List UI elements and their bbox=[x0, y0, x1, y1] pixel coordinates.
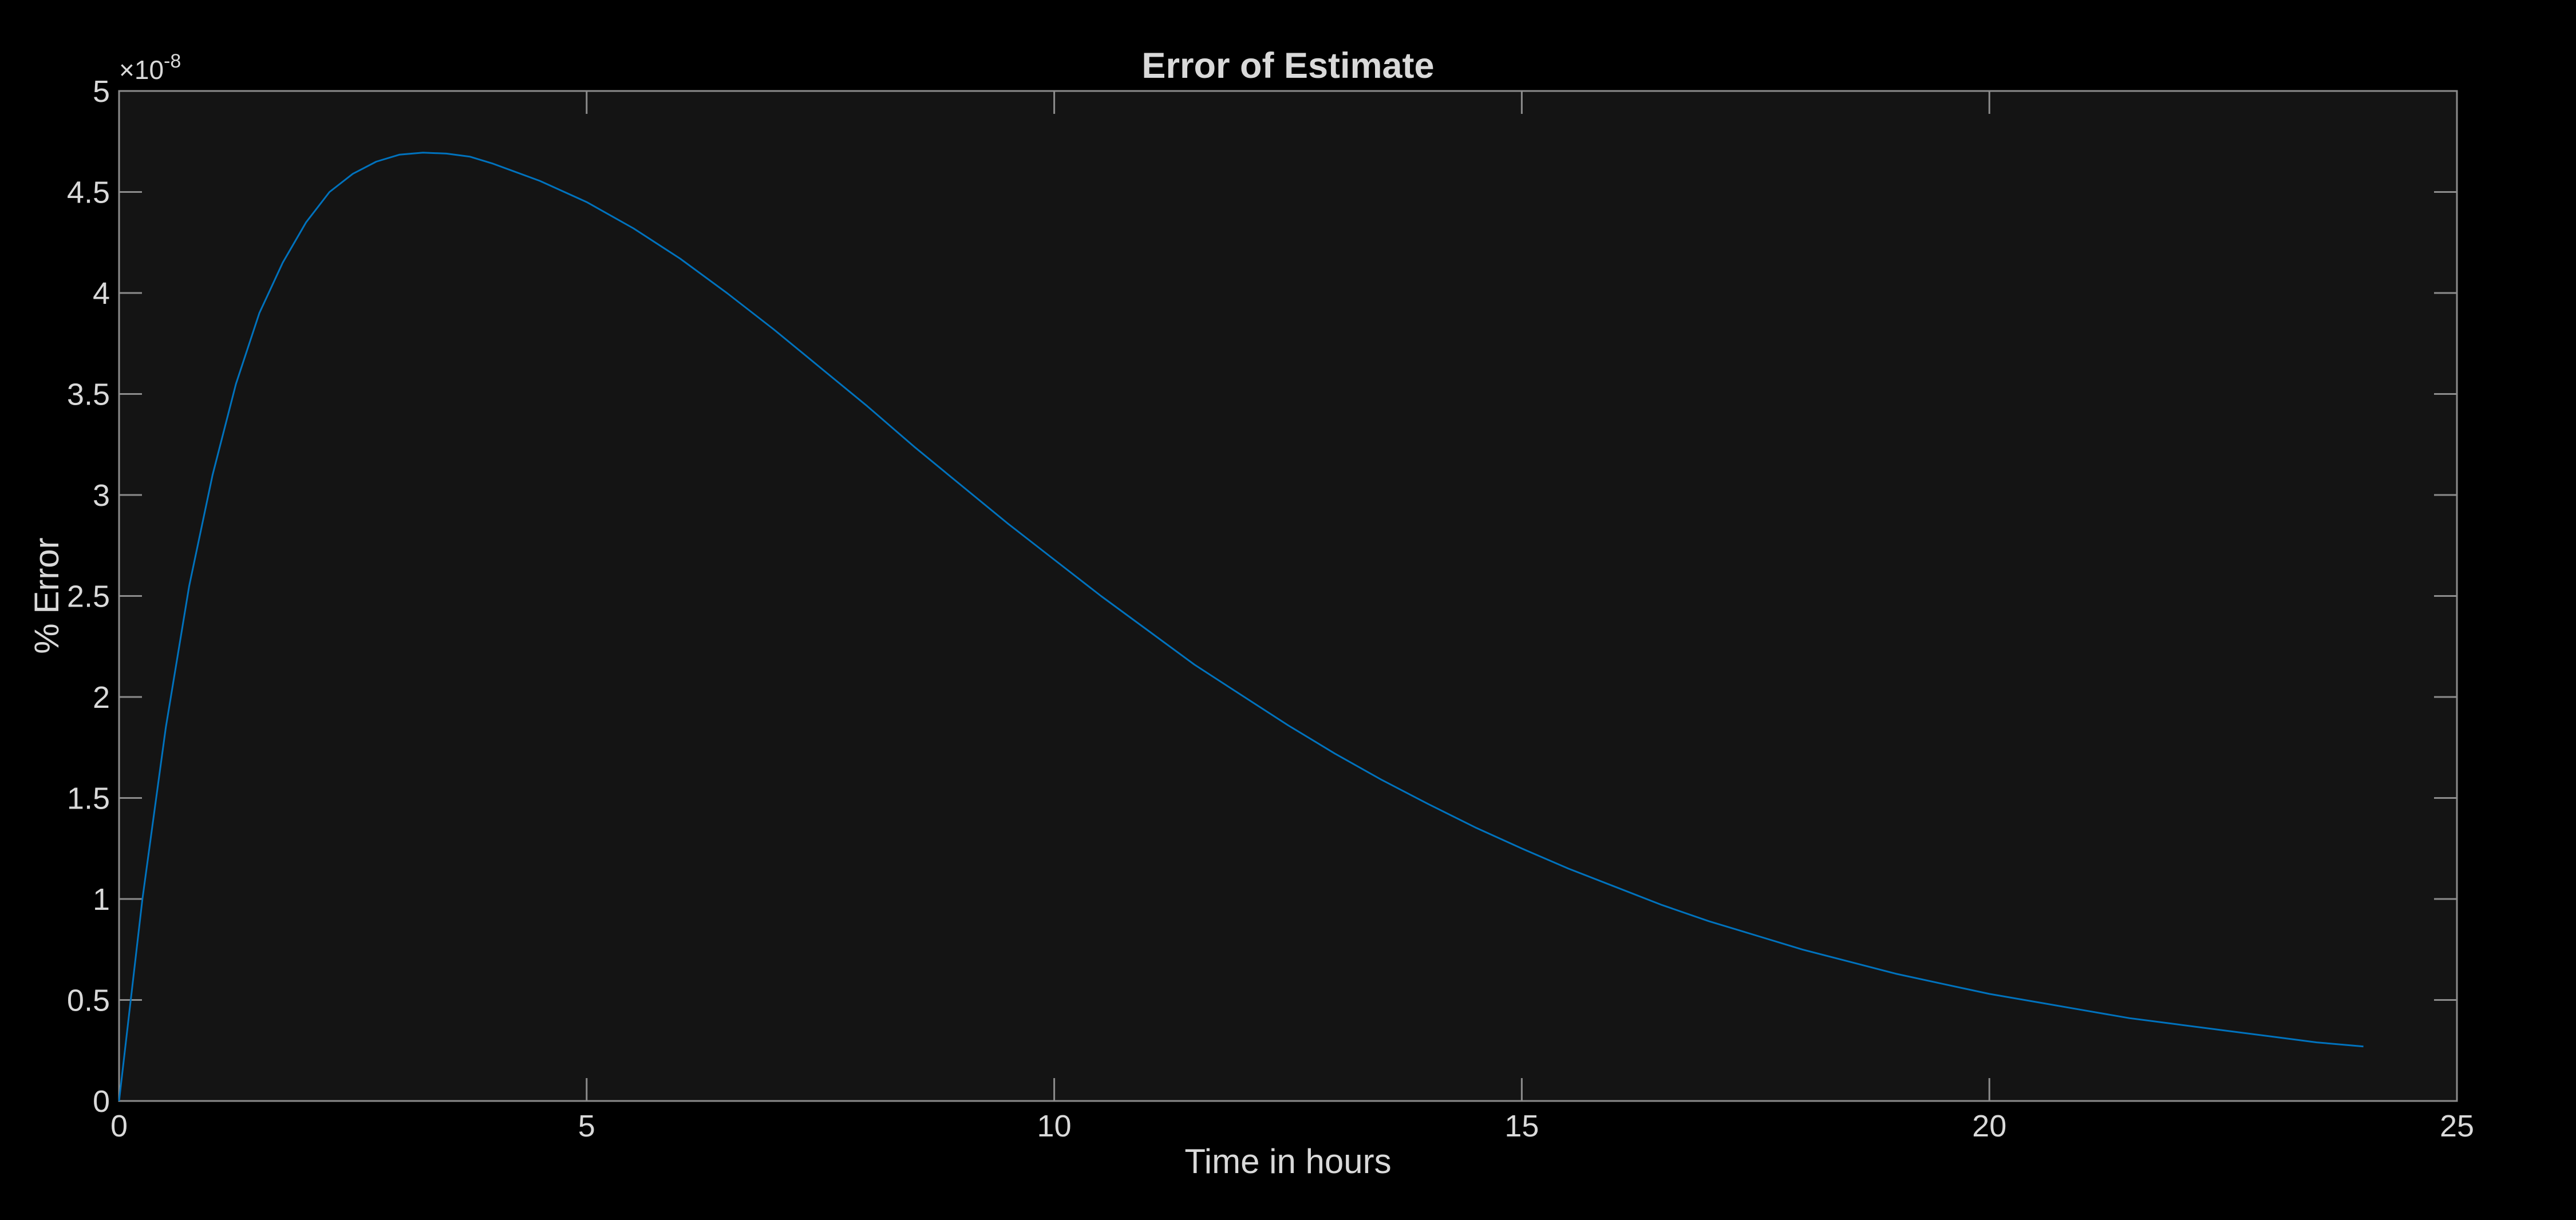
y-axis-label: % Error bbox=[27, 537, 66, 653]
y-exponent-power: -8 bbox=[164, 50, 181, 72]
y-tick-label: 4.5 bbox=[67, 176, 110, 210]
series-group bbox=[118, 152, 2364, 1102]
plot-area bbox=[118, 90, 2458, 1102]
y-tick-label: 1 bbox=[93, 882, 110, 917]
x-tick-label: 0 bbox=[110, 1109, 128, 1143]
chart-title: Error of Estimate bbox=[1141, 46, 1434, 86]
y-tick-label: 2.5 bbox=[67, 580, 110, 614]
x-tick-label: 15 bbox=[1504, 1109, 1539, 1143]
y-tick-label: 1.5 bbox=[67, 782, 110, 816]
x-tick-label: 10 bbox=[1037, 1109, 1072, 1143]
y-tick-label: 4 bbox=[93, 276, 110, 311]
y-axis-ticks: 0 0.5 1 1.5 2 2.5 3 3.5 4 4.5 5 bbox=[67, 74, 2457, 1119]
series-line-0 bbox=[118, 152, 2364, 1102]
y-tick-label: 3 bbox=[93, 478, 110, 513]
x-tick-label: 20 bbox=[1972, 1109, 2006, 1143]
x-axis-label: Time in hours bbox=[1184, 1142, 1391, 1181]
y-tick-label: 5 bbox=[93, 74, 110, 109]
svg-text:×10-8: ×10-8 bbox=[119, 50, 181, 85]
x-tick-label: 5 bbox=[578, 1109, 595, 1143]
y-tick-label: 0.5 bbox=[67, 984, 110, 1018]
x-tick-label: 25 bbox=[2440, 1109, 2474, 1143]
y-tick-label: 0 bbox=[93, 1084, 110, 1119]
x-axis-ticks: 0 5 10 15 20 25 bbox=[110, 91, 2474, 1143]
y-tick-label: 2 bbox=[93, 680, 110, 715]
y-tick-label: 3.5 bbox=[67, 378, 110, 412]
y-exponent-prefix: ×10 bbox=[119, 55, 164, 85]
y-exponent-label: ×10-8 bbox=[119, 50, 181, 85]
